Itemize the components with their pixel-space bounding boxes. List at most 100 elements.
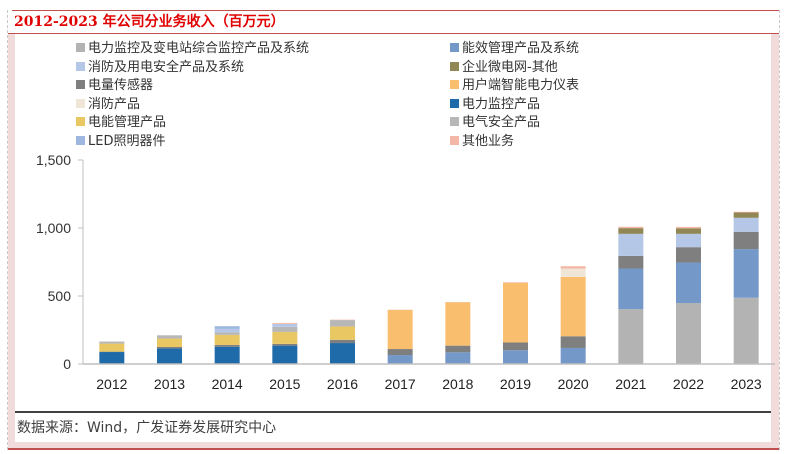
legend-swatch [450, 136, 459, 145]
bar-segment [157, 347, 182, 349]
bar-segment [676, 303, 701, 364]
legend-label: 电量传感器 [88, 78, 154, 94]
chart-title: 2012-2023 年公司分业务收入（百万元） [14, 14, 285, 30]
legend-swatch [76, 136, 85, 145]
legend-swatch [450, 98, 459, 108]
bar-segment [330, 326, 355, 340]
x-tick-label: 2012 [96, 376, 127, 392]
legend-item: 电气安全产品 [450, 114, 540, 132]
legend-item: 电力监控产品 [450, 96, 540, 114]
bar-segment [445, 302, 471, 346]
y-tick-label: 500 [48, 288, 72, 304]
x-tick-label: 2015 [269, 376, 300, 392]
bar-segment [330, 343, 355, 364]
legend-swatch [76, 61, 85, 71]
bar-segment [214, 326, 240, 329]
legend-item: 企业微电网-其他 [450, 59, 558, 77]
x-tick-label: 2014 [212, 376, 243, 392]
chart-frame [7, 10, 780, 450]
bar-segment [618, 255, 644, 269]
bar-segment [272, 323, 298, 327]
bar-segment [387, 310, 413, 350]
legend-label: 消防产品 [88, 96, 141, 112]
top-rule [12, 10, 779, 11]
bar-segment [676, 226, 701, 229]
bar-segment [676, 247, 701, 263]
legend-item: 消防及用电安全产品及系统 [76, 59, 244, 77]
bar-segment [676, 233, 701, 248]
bar-segment [503, 350, 528, 364]
legend-swatch [450, 43, 459, 52]
bar-segment [560, 266, 586, 269]
bar-segment [99, 352, 125, 364]
legend-item: 电量传感器 [76, 77, 153, 95]
legend-swatch [76, 117, 85, 127]
bar-segment [503, 282, 528, 343]
bar-segment [733, 211, 759, 213]
bar-segment [157, 335, 182, 339]
bar-segment [214, 344, 240, 347]
source-note: 数据来源：Wind，广发证券发展研究中心 [17, 420, 277, 436]
bar-segment [214, 332, 240, 335]
legend-item: 用户端智能电力仪表 [450, 77, 579, 95]
bar-segment [214, 328, 240, 333]
title-rule [8, 33, 779, 34]
bar-segment [272, 326, 298, 332]
footer-rule [15, 411, 771, 413]
legend-item: 消防产品 [76, 96, 140, 114]
bar-segment [272, 345, 298, 364]
bar-segment [733, 231, 759, 250]
x-tick-label: 2019 [500, 376, 531, 392]
bar-segment [733, 217, 759, 232]
legend-label: 消防及用电安全产品及系统 [88, 59, 245, 75]
legend-label: 用户端智能电力仪表 [462, 78, 580, 94]
legend-label: 电能管理产品 [88, 115, 167, 131]
bar-segment [99, 341, 125, 344]
x-tick-label: 2016 [327, 376, 358, 392]
legend-label: 能效管理产品及系统 [462, 41, 580, 56]
bottom-margin-strip [8, 442, 779, 448]
bar-segment [503, 342, 528, 351]
bar-segment [503, 282, 528, 283]
bar-segment [214, 346, 240, 364]
x-tick-label: 2013 [154, 376, 185, 392]
legend-label: LED照明器件 [88, 134, 166, 149]
legend-swatch [450, 61, 459, 71]
legend-label: 电气安全产品 [462, 115, 541, 131]
bar-segment [618, 228, 644, 234]
bar-segment [733, 212, 759, 218]
bar-segment [272, 331, 298, 344]
legend-item: 电力监控及变电站综合监控产品及系统 [76, 40, 309, 58]
x-tick-label: 2023 [731, 376, 762, 392]
bar-segment [618, 268, 644, 310]
legend-label: 其他业务 [462, 134, 515, 149]
legend-swatch [76, 43, 85, 52]
bar-segment [676, 228, 701, 234]
bar-segment [676, 262, 701, 304]
legend-item: LED照明器件 [76, 133, 165, 151]
bar-segment [330, 339, 355, 344]
x-tick-label: 2017 [385, 376, 416, 392]
legend-swatch [450, 80, 459, 90]
bar-segment [560, 268, 586, 277]
bar-segment [99, 343, 125, 352]
right-margin-strip [771, 34, 779, 448]
bar-segment [445, 352, 471, 364]
bar-segment [560, 336, 586, 348]
bar-segment [618, 309, 644, 364]
left-margin-strip [8, 34, 15, 448]
bar-segment [157, 338, 182, 347]
bar-segment [387, 355, 413, 364]
bar-segment [272, 322, 298, 324]
bar-segment [330, 320, 355, 327]
legend-swatch [450, 117, 459, 127]
bar-segment [272, 343, 298, 346]
legend-item: 电能管理产品 [76, 114, 166, 132]
bottom-rule [8, 448, 779, 450]
bar-segment [214, 334, 240, 345]
bar-segment [387, 349, 413, 356]
bar-segment [560, 347, 586, 364]
bar-segment [618, 226, 644, 229]
legend-swatch [76, 98, 85, 108]
